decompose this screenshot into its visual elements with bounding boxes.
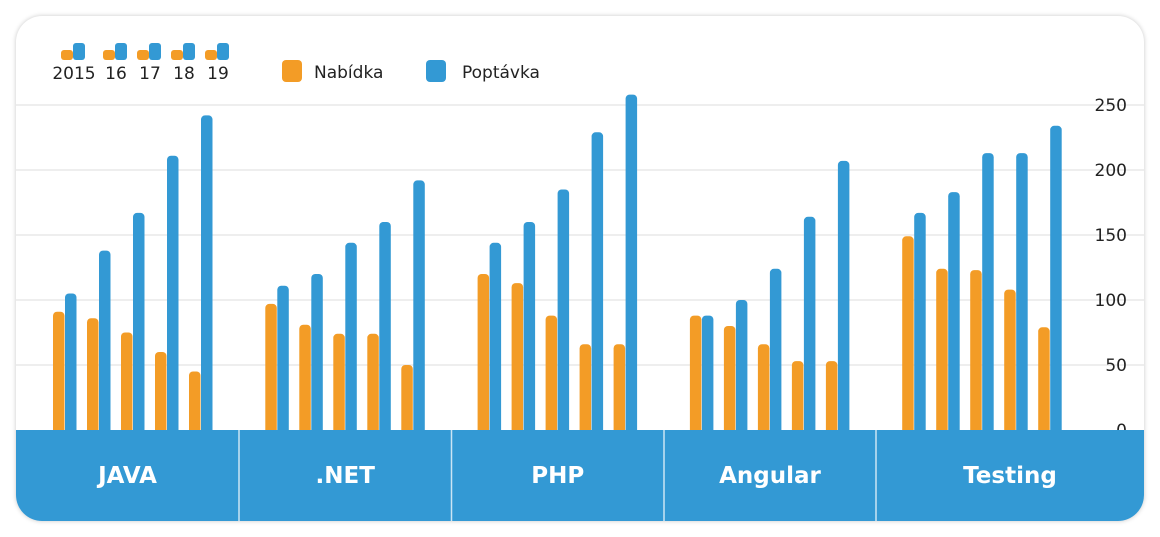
bar-nabidka — [936, 268, 948, 436]
year-legend-label: 16 — [105, 64, 127, 84]
year-legend: 2015 16 17 18 19 — [52, 43, 229, 84]
bar-nabidka — [155, 352, 167, 436]
bar-nabidka — [367, 333, 379, 436]
year-legend-swatch-nabidka — [171, 50, 183, 60]
bar-poptavka — [803, 216, 816, 436]
bar-poptavka — [701, 315, 714, 436]
bar-poptavka — [591, 132, 604, 437]
bar-poptavka — [557, 189, 570, 436]
y-tick-label: 250 — [1095, 96, 1127, 116]
bar-poptavka — [523, 222, 536, 436]
category-label: .NET — [316, 463, 376, 489]
group-angular — [689, 160, 850, 436]
y-tick-label: 100 — [1095, 291, 1127, 311]
category-label: Testing — [963, 463, 1057, 489]
bar-poptavka — [277, 285, 289, 436]
bar-nabidka — [825, 361, 838, 436]
year-legend-swatch-nabidka — [205, 50, 217, 60]
bar-nabidka — [545, 315, 558, 436]
bar-poptavka — [133, 212, 145, 436]
year-legend-swatch-poptavka — [73, 43, 85, 60]
legend-label-nabidka: Nabídka — [314, 63, 383, 83]
bar-nabidka — [265, 303, 277, 436]
bar-poptavka — [982, 153, 994, 436]
bar-nabidka — [1038, 327, 1050, 436]
bar-poptavka — [99, 250, 111, 436]
year-legend-label: 17 — [139, 64, 161, 84]
bar-nabidka — [1004, 289, 1016, 436]
bar-poptavka — [914, 212, 926, 436]
bar-poptavka — [345, 242, 357, 436]
bar-nabidka — [53, 311, 65, 436]
bar-nabidka — [511, 283, 524, 436]
group-java — [53, 115, 213, 437]
bar-nabidka — [613, 344, 626, 436]
bar-poptavka — [625, 94, 638, 436]
bars — [53, 94, 1062, 437]
bar-poptavka — [769, 268, 782, 436]
year-legend-swatch-nabidka — [103, 50, 115, 60]
category-label: Angular — [719, 463, 821, 489]
year-legend-label: 2015 — [52, 64, 95, 84]
bar-nabidka — [121, 332, 133, 436]
category-label: JAVA — [96, 463, 157, 489]
bar-nabidka — [477, 274, 490, 436]
bar-poptavka — [1050, 125, 1062, 437]
group-net — [265, 180, 425, 436]
legend-label-poptavka: Poptávka — [462, 63, 540, 83]
bar-nabidka — [333, 333, 345, 436]
bar-poptavka — [837, 160, 850, 436]
bar-nabidka — [401, 365, 413, 436]
y-tick-label: 150 — [1095, 226, 1127, 246]
year-legend-swatch-poptavka — [115, 43, 127, 60]
legend-swatch-poptavka — [426, 60, 446, 82]
bar-nabidka — [723, 326, 736, 436]
bar-nabidka — [902, 236, 914, 436]
category-bar: JAVA .NET PHP Angular Testing — [16, 430, 1144, 521]
bar-nabidka — [970, 270, 982, 436]
year-legend-swatch-nabidka — [137, 50, 149, 60]
group-php — [477, 94, 638, 437]
year-legend-swatch-poptavka — [149, 43, 161, 60]
bar-poptavka — [201, 115, 213, 437]
y-tick-label: 200 — [1095, 161, 1127, 181]
bar-poptavka — [489, 242, 502, 436]
bar-nabidka — [579, 344, 592, 436]
bar-poptavka — [948, 192, 960, 436]
bar-poptavka — [1016, 153, 1028, 436]
legend-swatch-nabidka — [282, 60, 302, 82]
year-legend-swatch-nabidka — [61, 50, 73, 60]
bar-poptavka — [413, 180, 425, 436]
year-legend-swatch-poptavka — [217, 43, 229, 60]
bar-nabidka — [299, 324, 311, 436]
year-legend-label: 19 — [207, 64, 229, 84]
year-legend-label: 18 — [173, 64, 195, 84]
year-legend-swatch-poptavka — [183, 43, 195, 60]
bar-nabidka — [689, 315, 702, 436]
bar-nabidka — [791, 361, 804, 436]
bar-poptavka — [311, 274, 323, 436]
group-testing — [902, 125, 1062, 437]
category-band — [16, 430, 1144, 521]
y-axis: 050100150200250 — [1095, 96, 1127, 441]
bar-nabidka — [189, 371, 201, 436]
bar-poptavka — [379, 222, 391, 436]
category-label: PHP — [531, 463, 584, 489]
y-tick-label: 50 — [1105, 356, 1127, 376]
bar-poptavka — [65, 293, 77, 436]
bar-poptavka — [735, 300, 748, 436]
bar-nabidka — [87, 318, 99, 436]
bar-nabidka — [757, 344, 770, 436]
legend: 2015 16 17 18 19 Nabídka Poptávka — [52, 43, 540, 84]
bar-poptavka — [167, 155, 179, 436]
